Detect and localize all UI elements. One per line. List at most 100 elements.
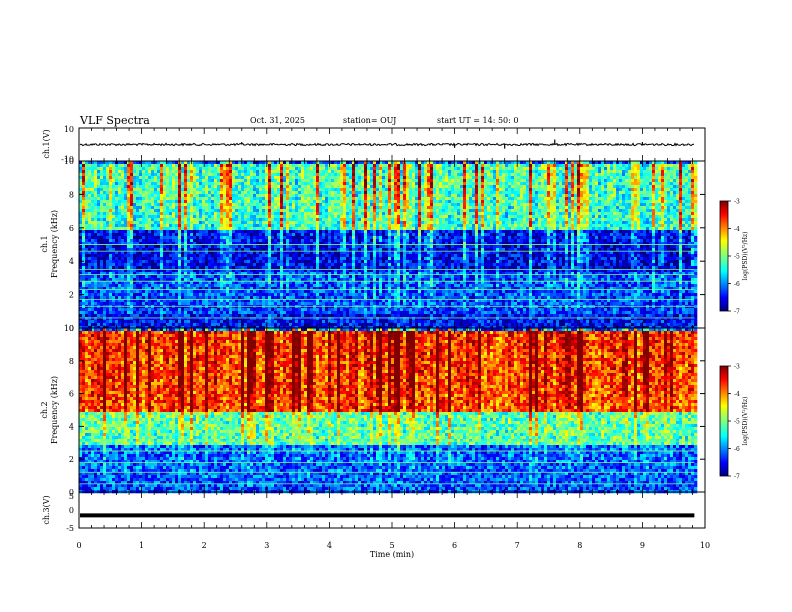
spectrogram-cell: [310, 185, 313, 188]
spectrogram-cell: [151, 254, 154, 257]
spectrogram-cell: [337, 170, 340, 173]
spectrogram-cell: [277, 302, 280, 305]
spectrogram-cell: [259, 170, 262, 173]
spectrogram-cell: [331, 212, 334, 215]
spectrogram-cell: [280, 185, 283, 188]
spectrogram-cell: [187, 182, 190, 185]
spectrogram-cell: [157, 170, 160, 173]
spectrogram-cell: [310, 275, 313, 278]
spectrogram-cell: [250, 212, 253, 215]
spectrogram-cell: [211, 227, 214, 230]
spectrogram-cell: [91, 275, 94, 278]
spectrogram-cell: [274, 206, 277, 209]
spectrogram-cell: [286, 257, 289, 260]
spectrogram-cell: [214, 227, 217, 230]
spectrogram-cell: [85, 314, 88, 317]
spectrogram-cell: [262, 185, 265, 188]
spectrogram-cell: [88, 185, 91, 188]
spectrogram-cell: [343, 212, 346, 215]
spectrogram-cell: [325, 266, 328, 269]
spectrogram-cell: [157, 224, 160, 227]
spectrogram-cell: [331, 323, 334, 326]
spectrogram-cell: [205, 179, 208, 182]
spectrogram-cell: [247, 284, 250, 287]
spectrogram-cell: [253, 254, 256, 257]
spectrogram-cell: [217, 254, 220, 257]
spectrogram-cell: [223, 224, 226, 227]
spectrogram-cell: [97, 239, 100, 242]
spectrogram-cell: [235, 221, 238, 224]
spectrogram-cell: [298, 194, 301, 197]
spectrogram-cell: [166, 308, 169, 311]
spectrogram-cell: [223, 167, 226, 170]
spectrogram-cell: [154, 311, 157, 314]
spectrogram-cell: [301, 197, 304, 200]
spectrogram-cell: [88, 290, 91, 293]
spectrogram-cell: [184, 185, 187, 188]
spectrogram-cell: [244, 233, 247, 236]
spectrogram-cell: [112, 218, 115, 221]
spectrogram-cell: [322, 185, 325, 188]
spectrogram-cell: [310, 215, 313, 218]
spectrogram-cell: [241, 188, 244, 191]
spectrogram-cell: [301, 230, 304, 233]
spectrogram-cell: [202, 308, 205, 311]
spectrogram-cell: [238, 254, 241, 257]
spectrogram-cell: [328, 302, 331, 305]
spectrogram-cell: [166, 263, 169, 266]
spectrogram-cell: [232, 167, 235, 170]
spectrogram-cell: [247, 314, 250, 317]
spectrogram-cell: [82, 209, 85, 212]
spectrogram-cell: [244, 230, 247, 233]
spectrogram-cell: [100, 182, 103, 185]
spectrogram-cell: [202, 194, 205, 197]
spectrogram-cell: [283, 230, 286, 233]
spectrogram-cell: [115, 230, 118, 233]
spectrogram-cell: [205, 260, 208, 263]
spectrogram-cell: [85, 275, 88, 278]
spectrogram-cell: [127, 227, 130, 230]
spectrogram-cell: [187, 290, 190, 293]
spectrogram-cell: [280, 212, 283, 215]
spectrogram-cell: [151, 206, 154, 209]
spectrogram-cell: [139, 290, 142, 293]
spectrogram-cell: [118, 317, 121, 320]
spectrogram-cell: [151, 257, 154, 260]
spectrogram-cell: [232, 227, 235, 230]
spectrogram-cell: [154, 167, 157, 170]
spectrogram-cell: [250, 218, 253, 221]
spectrogram-cell: [220, 224, 223, 227]
spectrogram-cell: [118, 296, 121, 299]
spectrogram-cell: [319, 320, 322, 323]
spectrogram-cell: [163, 173, 166, 176]
spectrogram-cell: [121, 167, 124, 170]
spectrogram-cell: [319, 260, 322, 263]
spectrogram-cell: [214, 212, 217, 215]
spectrogram-cell: [229, 182, 232, 185]
spectrogram-cell: [214, 233, 217, 236]
spectrogram-cell: [235, 320, 238, 323]
spectrogram-cell: [220, 311, 223, 314]
spectrogram-cell: [334, 173, 337, 176]
spectrogram-cell: [238, 164, 241, 167]
spectrogram-cell: [268, 212, 271, 215]
spectrogram-cell: [238, 239, 241, 242]
spectrogram-cell: [82, 191, 85, 194]
spectrogram-cell: [136, 266, 139, 269]
spectrogram-cell: [298, 209, 301, 212]
spectrogram-cell: [139, 236, 142, 239]
spectrogram-cell: [262, 221, 265, 224]
spectrogram-cell: [133, 260, 136, 263]
spectrogram-cell: [256, 260, 259, 263]
spectrogram-cell: [286, 296, 289, 299]
spectrogram-cell: [283, 308, 286, 311]
spectrogram-cell: [142, 209, 145, 212]
spectrogram-cell: [304, 194, 307, 197]
spectrogram-cell: [166, 176, 169, 179]
spectrogram-cell: [256, 314, 259, 317]
spectrogram-cell: [244, 182, 247, 185]
spectrogram-cell: [283, 290, 286, 293]
spectrogram-cell: [109, 197, 112, 200]
spectrogram-cell: [280, 284, 283, 287]
spectrogram-cell: [148, 314, 151, 317]
